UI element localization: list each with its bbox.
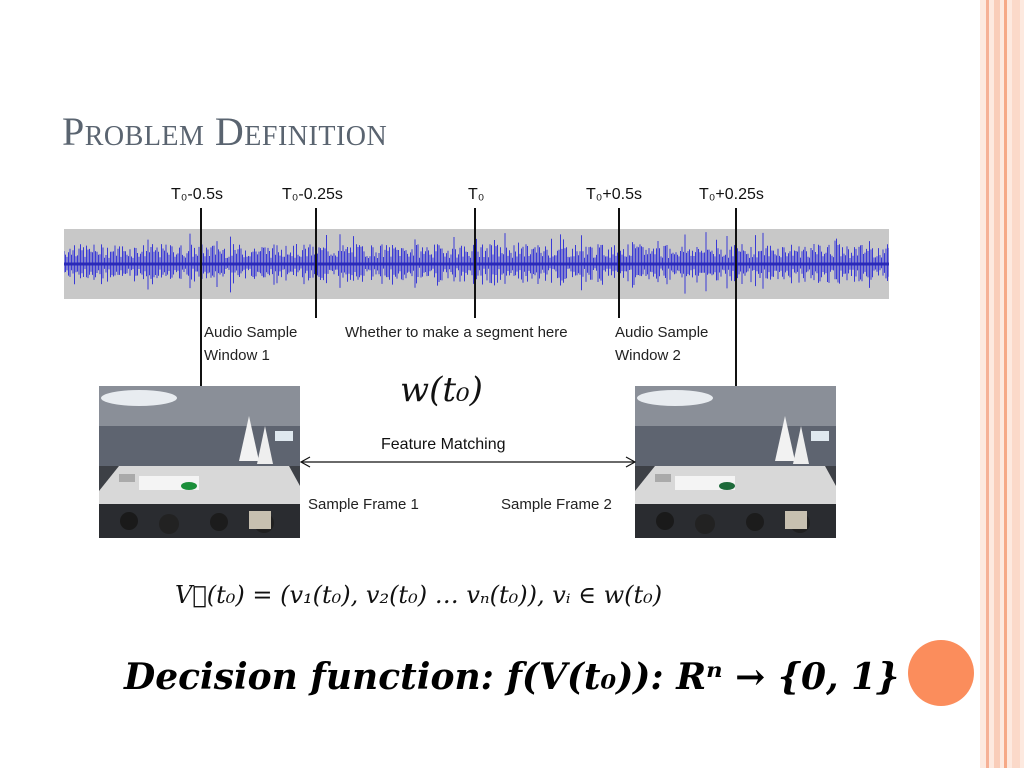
decorative-circle: [908, 640, 974, 706]
audio-window-2-line2: Window 2: [615, 347, 681, 364]
marker-line-minus-0-5: [200, 208, 202, 388]
window-function-label: w(t₀): [400, 370, 483, 410]
marker-line-t0: [474, 208, 476, 318]
time-label-plus-0-5: T₀+0.5s: [586, 186, 642, 203]
audio-window-1-line2: Window 1: [204, 347, 270, 364]
sample-frame-2-label: Sample Frame 2: [501, 496, 612, 513]
audio-window-2-line1: Audio Sample: [615, 324, 709, 341]
time-label-plus-0-25: T₀+0.25s: [699, 186, 764, 203]
audio-window-2-label: Audio Sample Window 2: [615, 321, 708, 367]
time-label-minus-0-25: T₀-0.25s: [282, 186, 343, 203]
audio-waveform: [64, 229, 889, 299]
decor-stripe: [986, 0, 989, 768]
vector-equation: V⃗(t₀) = (v₁(t₀), v₂(t₀) … vₙ(t₀)), vᵢ ∈…: [175, 581, 663, 609]
sample-frame-1-label: Sample Frame 1: [308, 496, 419, 513]
decor-stripe: [1004, 0, 1007, 768]
decor-stripe: [994, 0, 1000, 768]
double-arrow-icon: [299, 456, 637, 468]
sample-frame-2-photo: [635, 386, 836, 538]
feature-matching-label: Feature Matching: [381, 436, 506, 453]
time-label-minus-0-5: T₀-0.5s: [171, 186, 223, 203]
time-label-t0: T₀: [468, 186, 485, 203]
segment-question-label: Whether to make a segment here: [345, 324, 568, 341]
marker-line-minus-0-25: [315, 208, 317, 318]
marker-line-plus-0-5: [618, 208, 620, 318]
sample-frame-1-photo: [99, 386, 300, 538]
decor-stripe: [1012, 0, 1020, 768]
audio-window-1-line1: Audio Sample: [204, 324, 298, 341]
decision-function: Decision function: f(V(t₀)): Rⁿ → {0, 1}: [124, 656, 900, 698]
marker-line-plus-0-25: [735, 208, 737, 388]
audio-window-1-label: Audio Sample Window 1: [204, 321, 297, 367]
slide-title: Problem Definition: [62, 109, 388, 154]
